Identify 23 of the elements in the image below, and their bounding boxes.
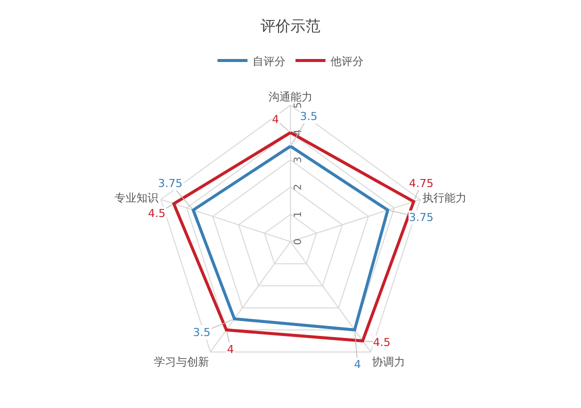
y-tick-label: 3 bbox=[293, 156, 304, 164]
legend-label: 自评分 bbox=[252, 54, 286, 68]
y-tick-label: 2 bbox=[293, 184, 304, 190]
spoke-label: 沟通能力 bbox=[268, 90, 312, 104]
data-label: 3.5 bbox=[193, 326, 210, 339]
y-tick-label: 1 bbox=[293, 211, 304, 218]
spoke-label: 学习与创新 bbox=[154, 355, 209, 368]
y-tick-label: 0 bbox=[293, 238, 304, 245]
spoke-label: 协调力 bbox=[372, 355, 406, 368]
spoke-label: 执行能力 bbox=[422, 192, 467, 205]
y-tick-label: 5 bbox=[293, 102, 304, 108]
data-label: 3.5 bbox=[300, 110, 318, 123]
data-label: 3.75 bbox=[158, 177, 182, 190]
data-label: 4 bbox=[272, 113, 279, 126]
spoke-label: 专业知识 bbox=[114, 192, 158, 205]
legend-label: 他评分 bbox=[330, 54, 364, 68]
data-label: 4 bbox=[227, 343, 234, 356]
data-label: 4 bbox=[354, 358, 361, 371]
data-label: 3.75 bbox=[409, 211, 434, 224]
data-label: 4.75 bbox=[409, 177, 434, 190]
data-label: 4.5 bbox=[373, 336, 390, 349]
chart-title: 评价示范 bbox=[260, 16, 320, 35]
data-label: 4.5 bbox=[148, 207, 166, 220]
